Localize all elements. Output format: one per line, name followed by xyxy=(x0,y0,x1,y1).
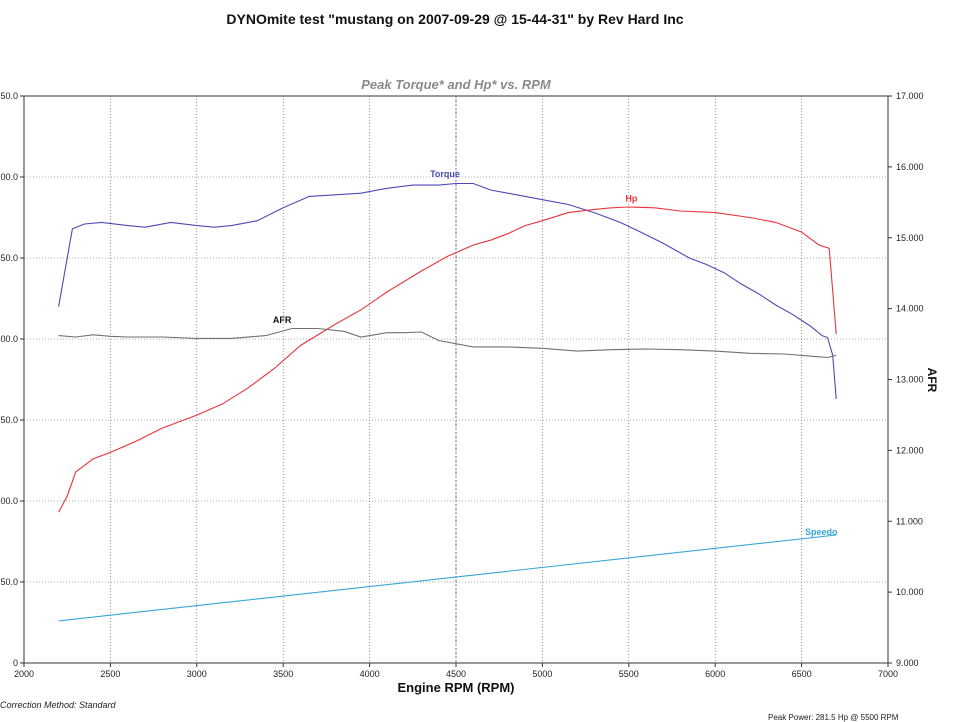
series-labels: Torque Hp AFR Speedo xyxy=(273,169,838,537)
x-tick-label: 3500 xyxy=(273,669,293,679)
chart-title: Peak Torque* and Hp* vs. RPM xyxy=(361,77,552,92)
y2-tick-label: 14.000 xyxy=(896,304,924,314)
speedo-series-label: Speedo xyxy=(805,527,838,537)
y-tick-label: 150.0 xyxy=(0,415,18,425)
x-tick-label: 6500 xyxy=(792,669,812,679)
y2-tick-label: 10.000 xyxy=(896,587,924,597)
y2-tick-label: 16.000 xyxy=(896,162,924,172)
afr-series-label: AFR xyxy=(273,315,292,325)
y-tick-label: 250.0 xyxy=(0,253,18,263)
y-tick-label: 300.0 xyxy=(0,172,18,182)
y2-axis-label: AFR xyxy=(925,368,939,393)
dyno-chart: Peak Torque* and Hp* vs. RPM 2000 2500 300… xyxy=(0,77,939,695)
y2-tick-label: 12.000 xyxy=(896,445,924,455)
axis-ticks: 2000 2500 3000 3500 4000 4500 5000 5500 6000 6500… xyxy=(0,91,924,679)
torque-series-label: Torque xyxy=(430,169,460,179)
y-tick-label: 100.0 xyxy=(0,496,18,506)
x-axis-label: Engine RPM (RPM) xyxy=(398,680,515,695)
x-tick-label: 7000 xyxy=(878,669,898,679)
y2-tick-label: 15.000 xyxy=(896,233,924,243)
y-tick-label: 350.0 xyxy=(0,91,18,101)
y2-tick-label: 9.000 xyxy=(896,658,919,668)
afr-series-line xyxy=(58,327,837,359)
peak-power-note: Peak Power: 281.5 Hp @ 5500 RPM xyxy=(768,713,899,722)
x-tick-label: 4000 xyxy=(360,669,380,679)
y2-tick-label: 11.000 xyxy=(896,516,923,526)
series-group xyxy=(58,182,837,622)
x-tick-label: 3000 xyxy=(187,669,207,679)
hp-series-label: Hp xyxy=(625,193,637,203)
y-tick-label: 50.0 xyxy=(0,577,18,587)
x-tick-label: 6000 xyxy=(705,669,725,679)
torque-series-line xyxy=(58,182,837,399)
y2-tick-label: 13.000 xyxy=(896,375,924,385)
y-tick-label: 200.0 xyxy=(0,334,18,344)
x-tick-label: 2000 xyxy=(14,669,34,679)
correction-method-note: Correction Method: Standard xyxy=(0,700,116,710)
x-tick-label: 4500 xyxy=(446,669,466,679)
speedo-series-line xyxy=(58,534,837,622)
x-tick-label: 2500 xyxy=(100,669,120,679)
hp-series-line xyxy=(58,206,837,513)
y-tick-label: 0 xyxy=(13,658,18,668)
x-tick-label: 5000 xyxy=(532,669,552,679)
y2-tick-label: 17.000 xyxy=(896,91,924,101)
page-title: DYNOmite test "mustang on 2007-09-29 @ 1… xyxy=(226,11,684,27)
x-tick-label: 5500 xyxy=(619,669,639,679)
